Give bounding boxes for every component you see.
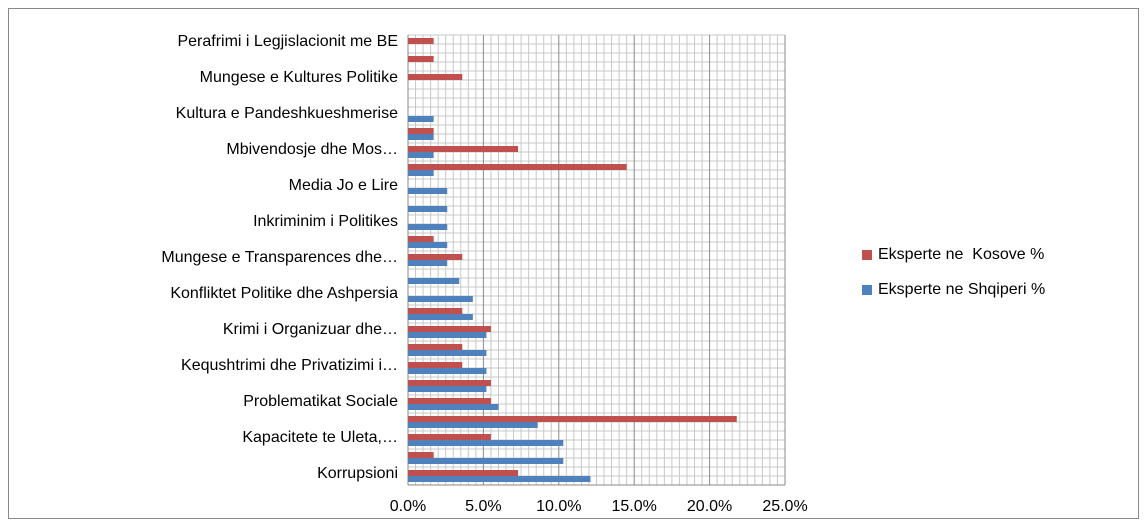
x-tick-label: 20.0% — [687, 498, 732, 515]
bar — [408, 452, 434, 458]
bar — [408, 386, 487, 392]
bar — [408, 236, 434, 242]
bar — [408, 404, 499, 410]
y-tick-label: Inkriminim i Politikes — [253, 213, 398, 230]
bar — [408, 242, 448, 248]
bar — [408, 422, 538, 428]
y-tick-label: Mbivendosje dhe Mos… — [226, 141, 398, 158]
bar — [408, 308, 463, 314]
y-tick-label: Krimi i Organizuar dhe… — [223, 321, 398, 338]
legend-label: Eksperte ne Shqiperi % — [878, 281, 1045, 298]
x-tick-label: 0.0% — [390, 498, 426, 515]
x-tick-label: 15.0% — [612, 498, 657, 515]
bar — [408, 164, 627, 170]
x-tick-label: 5.0% — [465, 498, 501, 515]
bar — [408, 476, 591, 482]
bar — [408, 206, 448, 212]
y-tick-label: Kultura e Pandeshkueshmerise — [176, 105, 398, 122]
y-tick-label: Korrupsioni — [317, 465, 398, 482]
y-tick-label: Kapacitete te Uleta,… — [242, 429, 398, 446]
bar — [408, 128, 434, 134]
legend-swatch — [862, 250, 872, 260]
bar — [408, 152, 434, 158]
legend-label: Eksperte ne Kosove % — [878, 246, 1044, 263]
legend-swatch — [862, 285, 872, 295]
bar — [408, 362, 463, 368]
bar — [408, 278, 460, 284]
bar — [408, 38, 434, 44]
bar — [408, 314, 473, 320]
bar — [408, 368, 487, 374]
bar — [408, 146, 519, 152]
y-tick-label: Media Jo e Lire — [289, 177, 398, 194]
y-tick-label: Mungese e Kultures Politike — [200, 69, 398, 86]
bar — [408, 116, 434, 122]
bar — [408, 434, 491, 440]
bar — [408, 224, 448, 230]
bar — [408, 458, 564, 464]
bar — [408, 350, 487, 356]
bar — [408, 254, 463, 260]
y-tick-label: Perafrimi i Legjislacionit me BE — [177, 33, 398, 50]
bar — [408, 416, 737, 422]
bar — [408, 398, 491, 404]
bar — [408, 170, 434, 176]
bar — [408, 380, 491, 386]
x-tick-label: 25.0% — [762, 498, 807, 515]
bar — [408, 440, 564, 446]
y-tick-label: Mungese e Transparences dhe… — [161, 249, 398, 266]
y-tick-label: Kequshtrimi dhe Privatizimi i… — [181, 357, 398, 374]
bar — [408, 296, 473, 302]
bar — [408, 188, 448, 194]
bar — [408, 344, 463, 350]
y-tick-label: Problematikat Sociale — [243, 393, 398, 410]
y-tick-label: Konfliktet Politike dhe Ashpersia — [170, 285, 398, 302]
bar — [408, 134, 434, 140]
bar — [408, 326, 491, 332]
bar — [408, 56, 434, 62]
bar — [408, 332, 487, 338]
bar — [408, 74, 463, 80]
x-tick-label: 10.0% — [536, 498, 581, 515]
bar — [408, 260, 448, 266]
bar — [408, 470, 519, 476]
